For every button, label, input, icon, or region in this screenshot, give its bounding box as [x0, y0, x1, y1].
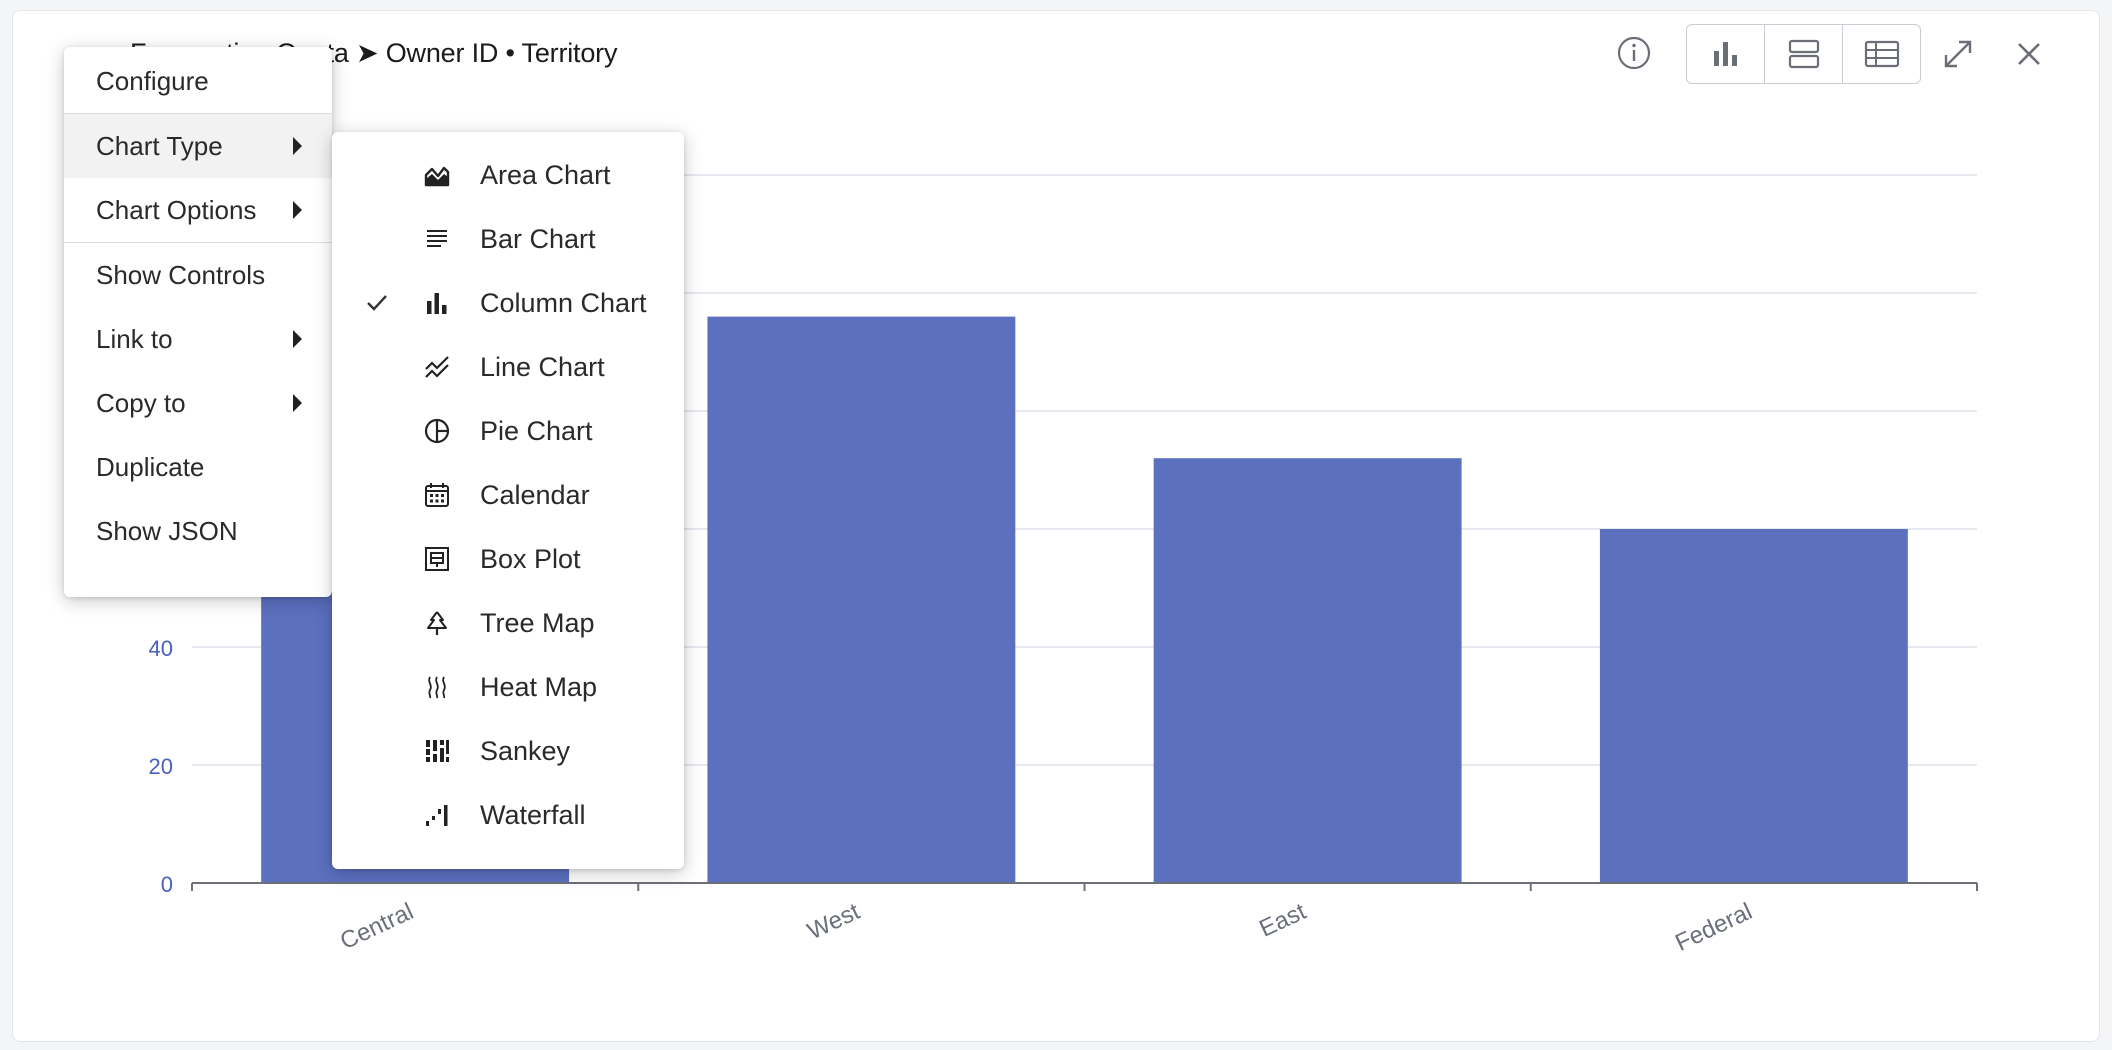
chart-type-bar[interactable]: Bar Chart — [332, 207, 684, 271]
menu-item-label: Show Controls — [96, 259, 266, 290]
context-menu: Configure Chart Type Chart Options Show … — [64, 47, 332, 597]
chart-type-area[interactable]: Area Chart — [332, 143, 684, 207]
info-button[interactable] — [1615, 34, 1653, 72]
sankey-icon — [422, 736, 452, 766]
y-tick-label: 0 — [161, 872, 173, 897]
calendar-icon — [422, 480, 452, 510]
menu-item-show-controls[interactable]: Show Controls — [64, 243, 332, 307]
info-icon — [1617, 36, 1651, 70]
chart-type-submenu: Area Chart Bar Chart Column Chart Line C… — [332, 132, 684, 869]
chart-type-label: Calendar — [480, 479, 590, 510]
menu-item-link-to[interactable]: Link to — [64, 307, 332, 371]
bar-federal — [1599, 529, 1908, 883]
x-tick-label: West — [803, 898, 864, 946]
submenu-arrow-icon — [293, 137, 302, 155]
menu-item-label: Link to — [96, 323, 173, 354]
chart-type-column[interactable]: Column Chart — [332, 271, 684, 335]
chart-type-box-plot[interactable]: Box Plot — [332, 527, 684, 591]
menu-item-label: Copy to — [96, 387, 186, 418]
chart-type-label: Tree Map — [480, 607, 595, 638]
chart-type-tree-map[interactable]: Tree Map — [332, 591, 684, 655]
chart-type-sankey[interactable]: Sankey — [332, 719, 684, 783]
menu-divider — [64, 242, 332, 243]
x-tick-label: Central — [336, 898, 418, 955]
chart-type-waterfall[interactable]: Waterfall — [332, 783, 684, 847]
expand-icon — [1944, 40, 1972, 68]
heat-map-icon — [422, 672, 452, 702]
menu-item-label: Duplicate — [96, 451, 205, 482]
chart-type-label: Pie Chart — [480, 415, 593, 446]
chart-type-label: Box Plot — [480, 543, 581, 574]
expand-button[interactable] — [1938, 34, 1978, 74]
split-view-icon — [1788, 39, 1819, 69]
submenu-arrow-icon — [293, 201, 302, 219]
split-view-button[interactable] — [1765, 25, 1843, 83]
menu-item-duplicate[interactable]: Duplicate — [64, 435, 332, 499]
chart-type-label: Line Chart — [480, 351, 605, 382]
table-view-button[interactable] — [1843, 25, 1920, 83]
menu-item-label: Configure — [96, 65, 209, 96]
menu-divider — [64, 113, 332, 114]
chart-type-label: Area Chart — [480, 159, 611, 190]
submenu-arrow-icon — [293, 330, 302, 348]
y-tick-label: 20 — [149, 754, 173, 779]
area-chart-icon — [422, 160, 452, 190]
chart-type-heat-map[interactable]: Heat Map — [332, 655, 684, 719]
chart-view-icon — [1713, 42, 1737, 66]
pie-chart-icon — [422, 416, 452, 446]
view-toggle-group — [1686, 24, 1921, 84]
chart-type-line[interactable]: Line Chart — [332, 335, 684, 399]
table-view-icon — [1864, 40, 1899, 68]
x-tick-label: Federal — [1671, 898, 1756, 957]
chart-type-label: Sankey — [480, 735, 571, 766]
close-icon — [2018, 43, 2040, 65]
chart-type-pie[interactable]: Pie Chart — [332, 399, 684, 463]
tree-map-icon — [422, 608, 452, 638]
submenu-arrow-icon — [293, 394, 302, 412]
menu-item-chart-options[interactable]: Chart Options — [64, 178, 332, 242]
bar-west — [707, 316, 1016, 884]
menu-item-chart-type[interactable]: Chart Type — [64, 114, 332, 178]
chart-type-label: Heat Map — [480, 671, 598, 702]
menu-item-copy-to[interactable]: Copy to — [64, 371, 332, 435]
y-tick-label: 40 — [149, 636, 173, 661]
menu-item-label: Show JSON — [96, 515, 238, 546]
chart-type-calendar[interactable]: Calendar — [332, 463, 684, 527]
menu-item-label: Chart Type — [96, 130, 223, 161]
menu-item-label: Chart Options — [96, 194, 257, 225]
check-icon — [364, 290, 390, 316]
box-plot-icon — [422, 544, 452, 574]
column-chart-icon — [422, 288, 452, 318]
menu-item-configure[interactable]: Configure — [64, 49, 332, 113]
bar-east — [1153, 458, 1462, 883]
close-button[interactable] — [2011, 36, 2047, 72]
chart-type-label: Bar Chart — [480, 223, 596, 254]
bar-chart-icon — [422, 224, 452, 254]
chart-type-label: Waterfall — [480, 799, 586, 830]
waterfall-icon — [422, 800, 452, 830]
menu-item-show-json[interactable]: Show JSON — [64, 499, 332, 563]
chart-view-button[interactable] — [1687, 25, 1765, 83]
x-tick-label: East — [1255, 898, 1310, 943]
line-chart-icon — [422, 352, 452, 382]
chart-type-label: Column Chart — [480, 287, 647, 318]
